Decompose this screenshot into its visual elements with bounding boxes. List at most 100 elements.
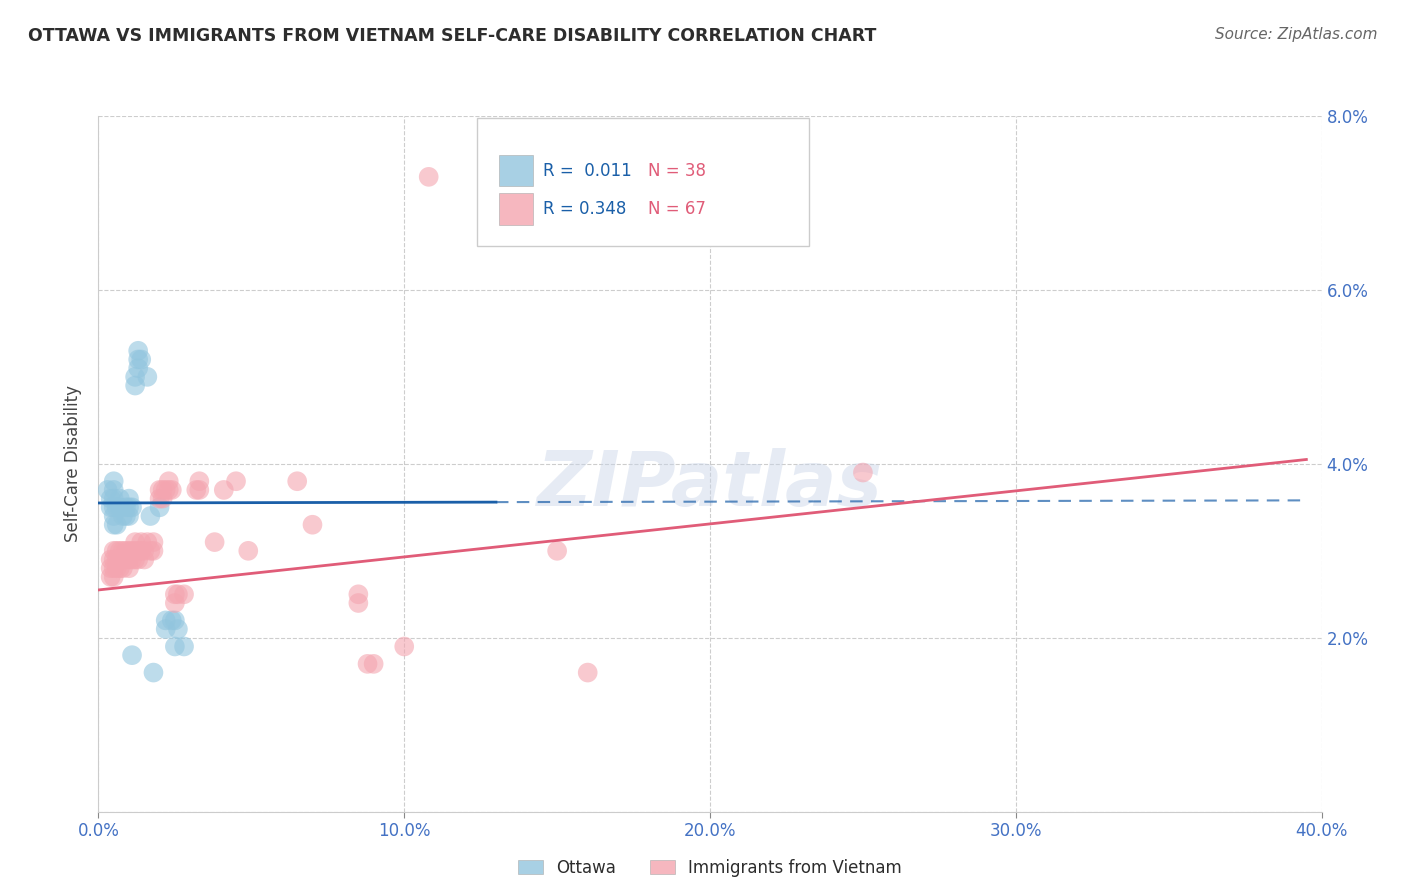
Point bbox=[103, 544, 125, 558]
Point bbox=[108, 491, 131, 506]
Point bbox=[127, 361, 149, 376]
Point bbox=[118, 491, 141, 506]
Point bbox=[167, 622, 190, 636]
Point bbox=[142, 544, 165, 558]
Point bbox=[204, 535, 226, 549]
Point bbox=[115, 544, 138, 558]
Point bbox=[160, 614, 183, 628]
Point bbox=[124, 535, 146, 549]
Point bbox=[127, 352, 149, 367]
Point bbox=[100, 561, 122, 575]
Point bbox=[186, 483, 208, 497]
Point bbox=[103, 508, 125, 523]
Point bbox=[163, 587, 186, 601]
Point bbox=[188, 483, 211, 497]
Point bbox=[134, 552, 156, 566]
Point bbox=[103, 491, 125, 506]
Point bbox=[115, 508, 138, 523]
Point bbox=[111, 561, 134, 575]
Point bbox=[238, 544, 260, 558]
Point bbox=[103, 552, 125, 566]
Y-axis label: Self-Care Disability: Self-Care Disability bbox=[65, 385, 83, 542]
Point bbox=[103, 570, 125, 584]
Point bbox=[108, 552, 131, 566]
Point bbox=[115, 500, 138, 515]
Point bbox=[118, 500, 141, 515]
Point bbox=[155, 614, 177, 628]
Point bbox=[149, 500, 172, 515]
Point bbox=[152, 491, 174, 506]
Point bbox=[142, 665, 165, 680]
Point bbox=[118, 544, 141, 558]
Point bbox=[100, 552, 122, 566]
Point bbox=[111, 508, 134, 523]
Point bbox=[163, 596, 186, 610]
Point bbox=[111, 552, 134, 566]
Point bbox=[285, 475, 308, 489]
Point bbox=[105, 544, 128, 558]
Text: ZIPatlas: ZIPatlas bbox=[537, 448, 883, 522]
Point bbox=[103, 483, 125, 497]
Point bbox=[124, 552, 146, 566]
Point bbox=[149, 483, 172, 497]
Point bbox=[121, 544, 143, 558]
Point bbox=[418, 169, 440, 184]
Point bbox=[103, 561, 125, 575]
Point bbox=[356, 657, 378, 671]
Point bbox=[115, 552, 138, 566]
Point bbox=[157, 475, 180, 489]
Point bbox=[301, 517, 323, 532]
Point bbox=[121, 500, 143, 515]
Legend: Ottawa, Immigrants from Vietnam: Ottawa, Immigrants from Vietnam bbox=[512, 852, 908, 883]
Point bbox=[155, 622, 177, 636]
Point bbox=[392, 640, 416, 654]
Point bbox=[152, 483, 174, 497]
Point bbox=[347, 587, 370, 601]
Point bbox=[155, 483, 177, 497]
Point bbox=[129, 352, 152, 367]
Point bbox=[124, 378, 146, 392]
Point bbox=[108, 500, 131, 515]
Point bbox=[103, 500, 125, 515]
Point bbox=[142, 535, 165, 549]
Point bbox=[127, 552, 149, 566]
Point bbox=[136, 369, 159, 384]
Point bbox=[173, 640, 195, 654]
Point bbox=[121, 648, 143, 662]
Point bbox=[225, 475, 247, 489]
Point bbox=[105, 517, 128, 532]
Point bbox=[118, 508, 141, 523]
Text: Source: ZipAtlas.com: Source: ZipAtlas.com bbox=[1215, 27, 1378, 42]
Point bbox=[118, 552, 141, 566]
Point bbox=[139, 544, 162, 558]
Point bbox=[163, 614, 186, 628]
Point bbox=[103, 475, 125, 489]
Point bbox=[121, 552, 143, 566]
Point bbox=[134, 544, 156, 558]
Point bbox=[212, 483, 235, 497]
Point bbox=[136, 535, 159, 549]
Point bbox=[108, 561, 131, 575]
Text: N = 67: N = 67 bbox=[648, 200, 706, 218]
Point bbox=[363, 657, 385, 671]
Point bbox=[173, 587, 195, 601]
Point bbox=[105, 500, 128, 515]
Point bbox=[127, 544, 149, 558]
Point bbox=[108, 544, 131, 558]
Text: R =  0.011: R = 0.011 bbox=[543, 161, 631, 179]
Point bbox=[103, 517, 125, 532]
Point bbox=[129, 535, 152, 549]
Point bbox=[149, 491, 172, 506]
Point bbox=[100, 491, 122, 506]
Point bbox=[100, 570, 122, 584]
Point bbox=[105, 552, 128, 566]
Point bbox=[163, 640, 186, 654]
Point bbox=[97, 483, 120, 497]
Point bbox=[188, 475, 211, 489]
Text: R = 0.348: R = 0.348 bbox=[543, 200, 626, 218]
Point bbox=[100, 500, 122, 515]
Point bbox=[157, 483, 180, 497]
Point bbox=[118, 561, 141, 575]
Point bbox=[546, 544, 568, 558]
Point bbox=[576, 665, 599, 680]
